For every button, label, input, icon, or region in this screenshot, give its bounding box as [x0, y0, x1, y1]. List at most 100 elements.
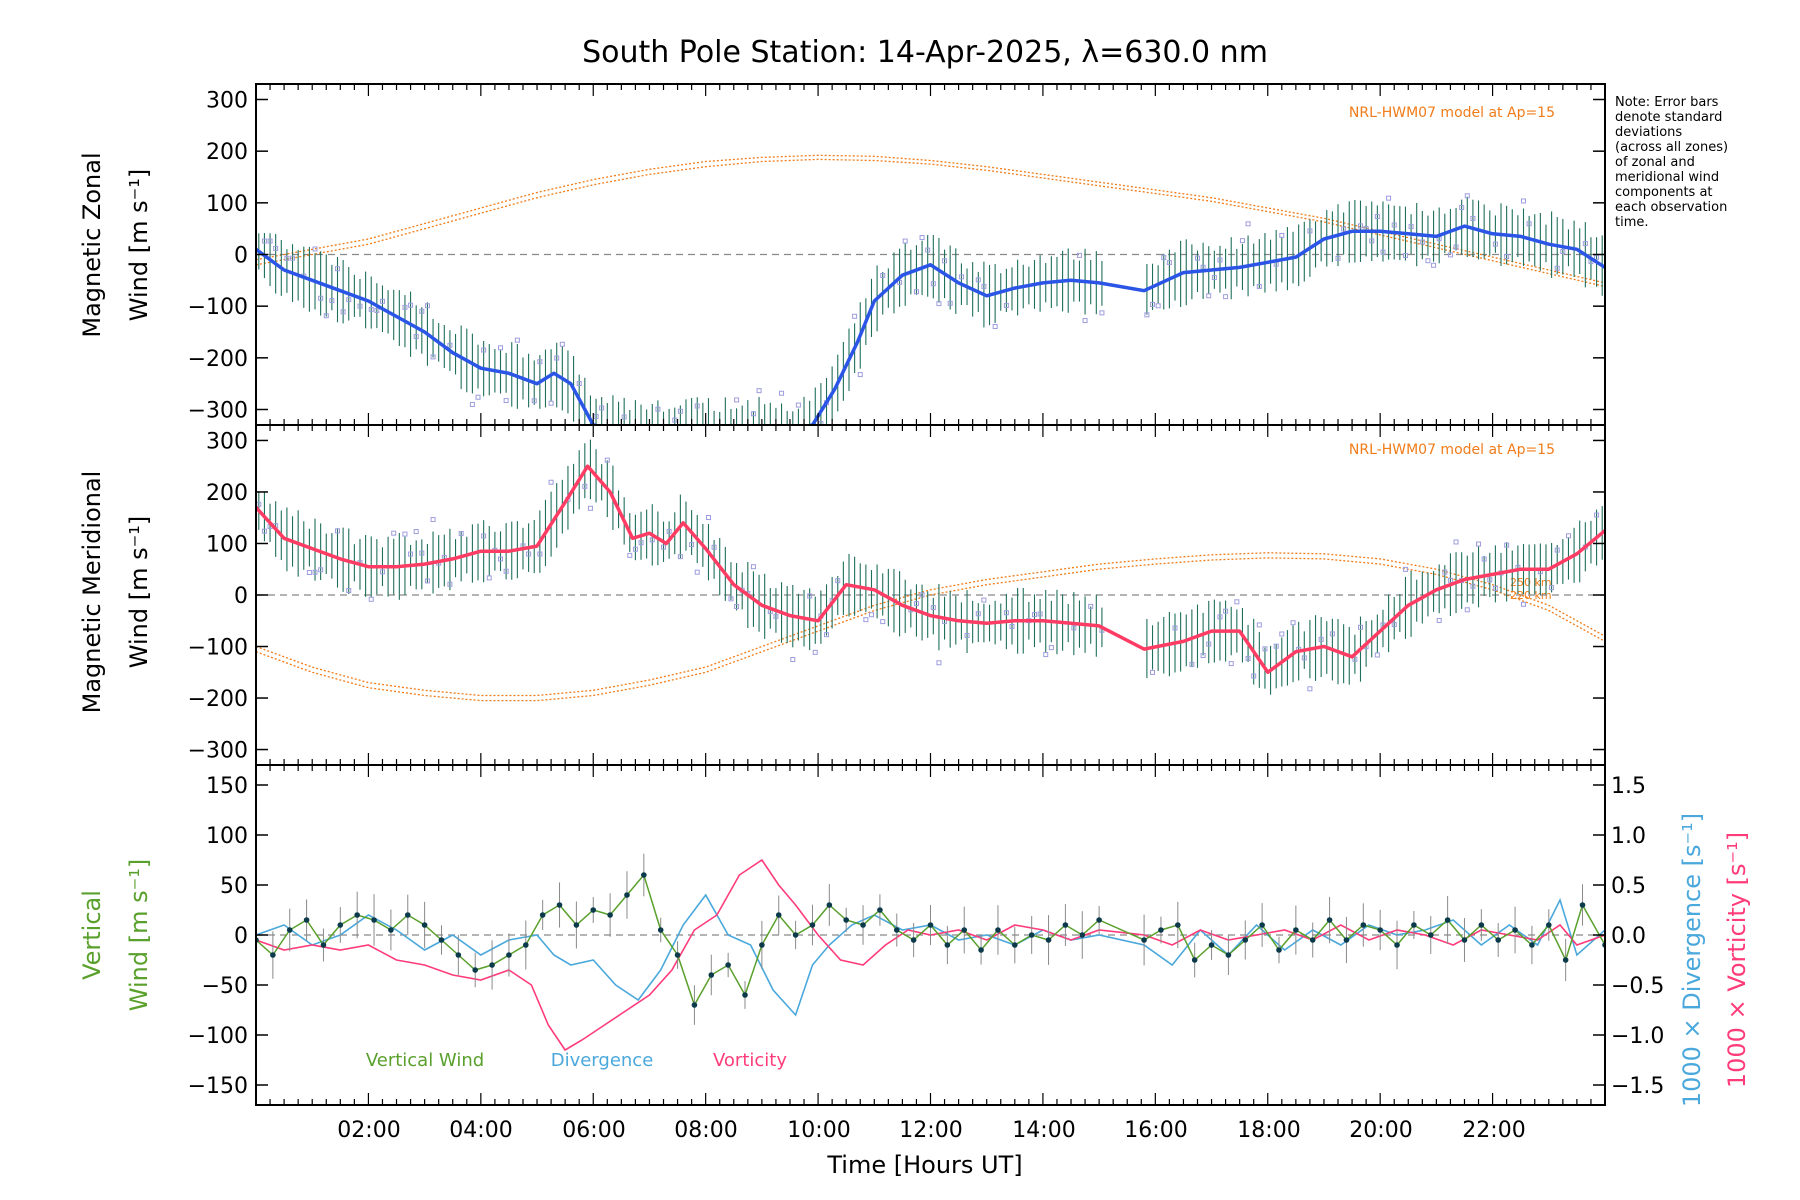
vertical-wind-point	[843, 917, 849, 923]
meridional-model-220	[256, 557, 1605, 702]
scatter-point	[1554, 265, 1560, 271]
scatter-point	[1239, 238, 1245, 244]
vertical-wind-point	[826, 902, 833, 908]
note-line: (across all zones)	[1615, 140, 1728, 155]
scatter-point	[812, 649, 818, 655]
scatter-point	[992, 323, 998, 329]
y-tick-label: 300	[206, 429, 248, 454]
scatter-point	[1031, 612, 1037, 618]
scatter-point	[548, 479, 554, 485]
scatter-point	[1234, 599, 1240, 605]
scatter-point	[605, 439, 609, 443]
vertical-wind-point	[1208, 942, 1215, 948]
scatter-point	[1470, 215, 1476, 221]
vertical-wind-point	[303, 917, 310, 923]
vertical-wind-point	[1444, 917, 1451, 923]
scatter-point	[913, 601, 919, 607]
vertical-wind-point	[961, 927, 968, 933]
scatter-point	[1391, 622, 1397, 628]
scatter-point	[1071, 625, 1077, 631]
x-tick-label: 02:00	[337, 1118, 400, 1143]
vertical-wind-point	[1158, 927, 1164, 933]
vertical-wind-point	[1293, 927, 1299, 933]
scatter-point	[1357, 223, 1363, 229]
scatter-point	[1504, 254, 1510, 260]
vertical-wind-point	[270, 952, 276, 958]
scatter-point	[649, 537, 655, 543]
vertical-wind-point	[1579, 902, 1586, 908]
vertical-wind-point	[1242, 937, 1249, 943]
scatter-point	[677, 554, 683, 560]
scatter-point	[1594, 254, 1600, 260]
vertical-wind-point	[506, 952, 512, 958]
scatter-point	[1419, 239, 1425, 245]
x-tick-labels: 02:00 04:00 06:00 08:00 10:00 12:00 14:0…	[337, 1118, 1525, 1143]
vertical-wind-point	[1343, 937, 1350, 943]
meridional-plot-area	[256, 439, 1605, 702]
scatter-point	[430, 354, 436, 360]
scatter-point	[936, 301, 942, 307]
model-height-250: 250 km	[1510, 576, 1552, 589]
scatter-point	[486, 575, 492, 581]
scatter-point	[785, 438, 789, 442]
meridional-scatter	[256, 457, 1600, 692]
y2-tick-label: 1.0	[1611, 824, 1646, 849]
scatter-point	[1402, 566, 1408, 572]
scatter-point	[323, 313, 329, 319]
scatter-point	[639, 432, 643, 436]
vertical-wind-point	[775, 912, 782, 918]
scatter-point	[447, 342, 453, 348]
scatter-point	[498, 556, 504, 562]
scatter-point	[526, 551, 532, 557]
scatter-point	[1200, 653, 1206, 659]
scatter-point	[1099, 310, 1105, 316]
scatter-point	[694, 569, 700, 575]
scatter-point	[1386, 195, 1392, 201]
scatter-point	[1594, 512, 1600, 518]
y2-tick-label: −0.5	[1611, 974, 1664, 999]
scatter-point	[750, 411, 756, 417]
scatter-point	[1453, 244, 1459, 250]
scatter-point	[548, 400, 554, 406]
scatter-point	[514, 337, 520, 343]
scatter-point	[1211, 275, 1217, 281]
scatter-point	[863, 617, 869, 623]
scatter-point	[357, 303, 363, 309]
zonal-model-label: NRL-HWM07 model at Ap=15	[1349, 105, 1555, 121]
meridional-model-250	[256, 552, 1605, 697]
scatter-point	[1374, 652, 1380, 658]
scatter-point	[261, 238, 267, 244]
scatter-point	[763, 449, 767, 453]
y2-tick-label: 0.0	[1611, 924, 1646, 949]
scatter-point	[1189, 661, 1195, 667]
scatter-point	[627, 552, 633, 558]
scatter-point	[537, 359, 543, 365]
scatter-point	[335, 528, 341, 534]
vertical-wind-point	[1512, 927, 1518, 933]
scatter-point	[1166, 260, 1172, 266]
scatter-point	[1009, 623, 1015, 629]
vertical-panel: 1.5 1.0 0.5 0.0 −0.5 −1.0 −1.5 150 100 50 0 −50 −100…	[188, 764, 1664, 1106]
vertical-wind-point	[1045, 937, 1052, 943]
note-line: components at	[1615, 185, 1713, 200]
scatter-point	[1223, 608, 1229, 614]
scatter-point	[1341, 226, 1347, 232]
scatter-point	[1549, 585, 1555, 591]
x-tick-label: 10:00	[787, 1118, 850, 1143]
vertical-wind-point	[725, 962, 731, 968]
vertical-wind-point	[472, 967, 479, 973]
scatter-point	[790, 657, 796, 663]
scatter-point	[1043, 652, 1049, 658]
vertical-wind-point	[421, 922, 428, 928]
vertical-wind-point	[1360, 922, 1367, 928]
scatter-point	[919, 592, 925, 598]
x-tick-label: 08:00	[674, 1118, 737, 1143]
scatter-point	[1048, 645, 1054, 651]
y-tick-label: −100	[188, 636, 248, 661]
vertical-wind-point	[893, 927, 900, 933]
scatter-point	[880, 619, 886, 625]
scatter-point	[750, 564, 756, 570]
scatter-point	[975, 277, 981, 283]
vertical-wind-point	[388, 927, 394, 933]
vertical-wind-point	[556, 902, 563, 908]
